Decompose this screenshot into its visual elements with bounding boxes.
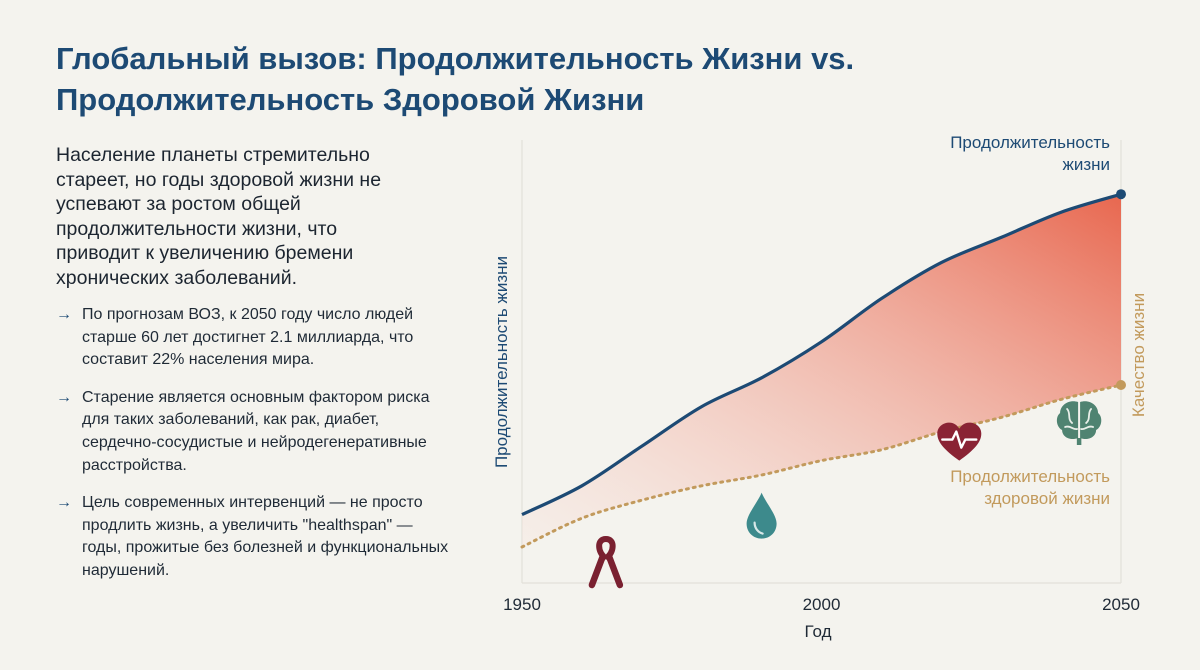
x-tick-label: 2050	[1102, 595, 1140, 614]
healthspan-series-label-line: здоровой жизни	[984, 489, 1110, 508]
bullet-list: → По прогнозам ВОЗ, к 2050 году число лю…	[56, 304, 456, 598]
arrow-right-icon: →	[56, 388, 72, 406]
lead-paragraph: Население планеты стремительно стареет, …	[56, 144, 382, 289]
healthspan-series-label-line: Продолжительность	[950, 467, 1110, 486]
healthspan-gap-area	[522, 194, 1121, 547]
page-title: Глобальный вызов: Продолжительность Жизн…	[56, 38, 1056, 120]
lifespan-end-marker	[1116, 189, 1126, 200]
healthspan-line	[520, 383, 1123, 549]
lifespan-series-label-line: Продолжительность	[950, 133, 1110, 152]
lifespan-series-label: Продолжительность жизни	[950, 133, 1110, 174]
ribbon-loop	[596, 536, 616, 562]
healthspan-end-marker	[1116, 380, 1126, 390]
bullet-text: Старение является основным фактором риск…	[82, 388, 430, 474]
drop-shape	[746, 492, 777, 539]
page-title-line-2: Продолжительность Здоровой Жизни	[56, 82, 645, 117]
healthspan-series-label: Продолжительность здоровой жизни	[950, 467, 1110, 508]
x-tick-label: 2000	[803, 595, 841, 614]
cancer-ribbon-icon	[588, 536, 624, 589]
bullet-text: Цель современных интервенций — не просто…	[82, 494, 449, 579]
y-axis-title: Продолжительность жизни	[492, 256, 511, 468]
x-tick-label: 1950	[503, 595, 541, 614]
x-axis-title: Год	[804, 622, 831, 641]
bullet-item: → Старение является основным фактором ри…	[56, 387, 456, 477]
arrow-right-icon: →	[56, 494, 72, 512]
ribbon-tails	[588, 552, 624, 589]
bullet-item: → Цель современных интервенций — не прос…	[56, 492, 456, 582]
brain-right-lobe	[1080, 401, 1102, 440]
brain-left-lobe	[1056, 401, 1079, 440]
bullet-text: По прогнозам ВОЗ, к 2050 году число люде…	[82, 306, 414, 369]
heart-pulse-icon	[937, 422, 982, 461]
brain-folds	[1064, 408, 1094, 431]
right-axis-title: Качество жизни	[1129, 293, 1148, 417]
drop-highlight	[753, 521, 764, 535]
lifespan-series-label-line: жизни	[1062, 155, 1110, 174]
arrow-right-icon: →	[56, 306, 72, 323]
page-title-line-1: Глобальный вызов: Продолжительность Жизн…	[56, 41, 855, 76]
brain-icon	[1056, 401, 1102, 445]
water-drop-icon	[746, 492, 777, 539]
lifespan-line	[521, 192, 1122, 517]
bullet-item: → По прогнозам ВОЗ, к 2050 году число лю…	[56, 304, 456, 372]
pulse-line	[941, 430, 978, 449]
brain-stem	[1076, 438, 1082, 445]
